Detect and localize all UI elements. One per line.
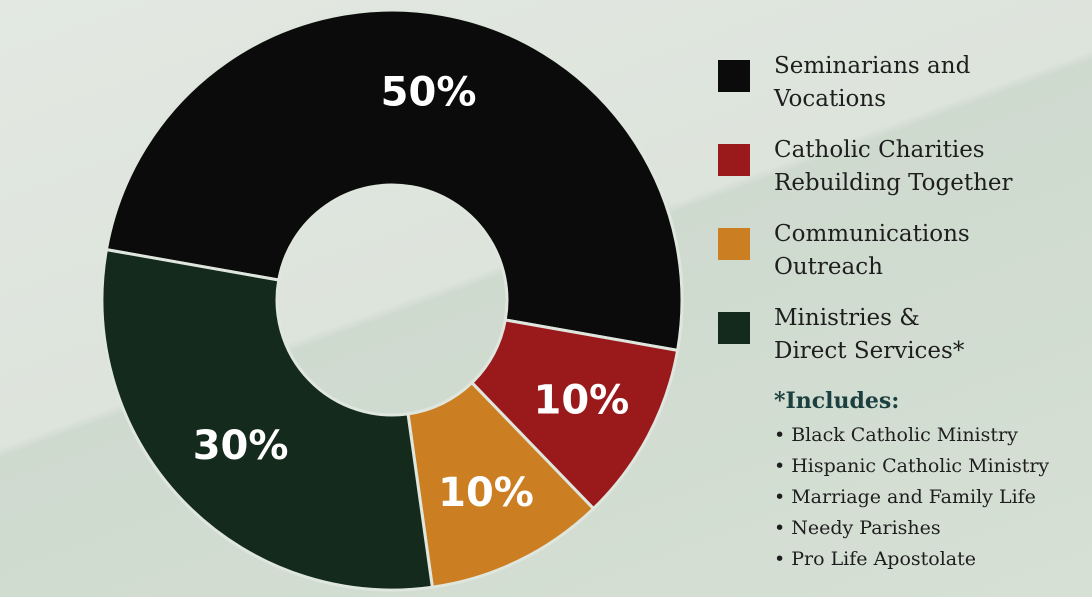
data-label-communications: 10% xyxy=(438,470,534,516)
donut-slice-ministries xyxy=(100,247,435,592)
legend-item-seminarians: Seminarians and Vocations xyxy=(718,50,1088,116)
bullet-icon: • xyxy=(774,548,786,570)
legend-swatch-seminarians xyxy=(718,60,750,92)
includes-title: *Includes: xyxy=(774,388,900,414)
data-label-catholic-charities: 10% xyxy=(534,378,630,424)
donut-chart: 50% 10%10% 30% xyxy=(100,8,684,592)
bullet-icon: • xyxy=(774,486,786,508)
legend-label-communications: Communications Outreach xyxy=(774,221,970,280)
include-item: • Pro Life Apostolate xyxy=(774,544,1088,575)
include-item: • Black Catholic Ministry xyxy=(774,420,1088,451)
legend-swatch-catholic-charities xyxy=(718,144,750,176)
legend-item-catholic-charities: Catholic Charities Rebuilding Together xyxy=(718,134,1088,200)
legend-swatch-communications xyxy=(718,228,750,260)
legend-item-communications: Communications Outreach xyxy=(718,218,1088,284)
legend-swatch-ministries xyxy=(718,312,750,344)
include-item-label: Hispanic Catholic Ministry xyxy=(791,455,1050,477)
data-label-seminarians: 50% xyxy=(381,70,477,116)
donut-slice-seminarians xyxy=(104,8,684,353)
include-item-label: Black Catholic Ministry xyxy=(791,424,1018,446)
include-item: • Hispanic Catholic Ministry xyxy=(774,451,1088,482)
includes-list: *Includes: • Black Catholic Ministry • His… xyxy=(774,386,1088,575)
include-item-label: Marriage and Family Life xyxy=(791,486,1036,508)
include-item: • Needy Parishes xyxy=(774,513,1088,544)
include-item-label: Pro Life Apostolate xyxy=(791,548,977,570)
legend-item-ministries: Ministries & Direct Services* xyxy=(718,302,1088,368)
include-item: • Marriage and Family Life xyxy=(774,482,1088,513)
data-label-ministries: 30% xyxy=(193,423,289,469)
legend-label-ministries: Ministries & Direct Services* xyxy=(774,305,965,364)
bullet-icon: • xyxy=(774,424,786,446)
legend: Seminarians and Vocations Catholic Chari… xyxy=(718,50,1088,575)
legend-label-seminarians: Seminarians and Vocations xyxy=(774,53,971,112)
bullet-icon: • xyxy=(774,517,786,539)
bullet-icon: • xyxy=(774,455,786,477)
include-item-label: Needy Parishes xyxy=(791,517,941,539)
legend-label-catholic-charities: Catholic Charities Rebuilding Together xyxy=(774,137,1013,196)
